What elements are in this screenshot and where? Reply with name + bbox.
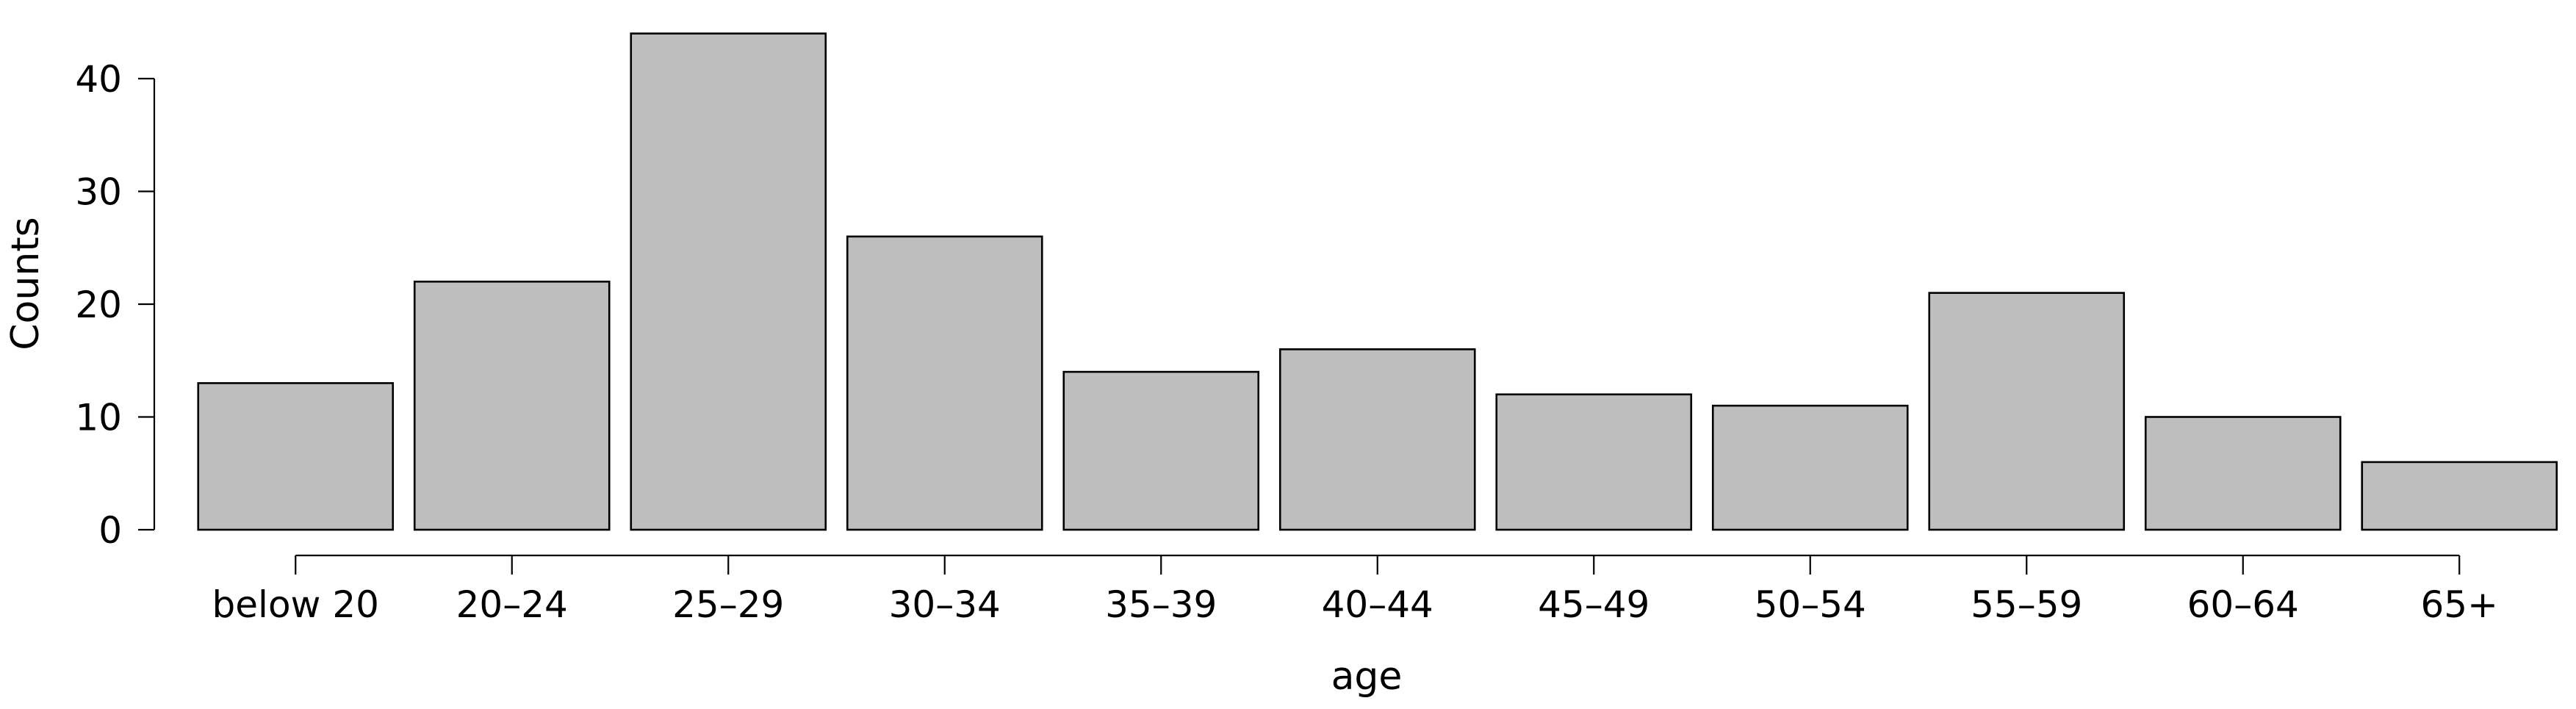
y-tick-label-0: 0 — [98, 509, 122, 552]
bar-11 — [2361, 461, 2558, 531]
x-tick-label-1: below 20 — [212, 583, 379, 626]
bar-10 — [2144, 416, 2342, 531]
y-axis-title: Counts — [4, 217, 48, 350]
x-tick-label-5: 35–39 — [1105, 583, 1217, 626]
bar-6 — [1278, 348, 1476, 531]
bar-1 — [197, 382, 395, 531]
bar-7 — [1495, 393, 1693, 531]
bar-4 — [846, 235, 1043, 531]
x-tick-label-11: 65+ — [2420, 583, 2498, 626]
x-tick-label-4: 30–34 — [889, 583, 1001, 626]
x-tick-label-7: 45–49 — [1538, 583, 1649, 626]
y-tick-label-30: 30 — [75, 171, 122, 214]
x-tick-label-2: 20–24 — [456, 583, 568, 626]
bar-9 — [1928, 292, 2126, 531]
y-tick-label-10: 10 — [75, 397, 122, 439]
x-tick-label-6: 40–44 — [1322, 583, 1433, 626]
bar-3 — [630, 32, 827, 531]
bars-group — [197, 32, 2558, 531]
bar-8 — [1711, 404, 1909, 531]
y-axis: 0 10 20 30 40 — [75, 58, 156, 552]
x-axis: below 20 20–24 25–29 30–34 35–39 40–44 45–49 50… — [212, 554, 2498, 626]
x-tick-label-8: 50–54 — [1755, 583, 1866, 626]
x-axis-title: age — [1331, 655, 1403, 699]
bar-5 — [1062, 370, 1260, 531]
x-tick-label-10: 60–64 — [2187, 583, 2299, 626]
bar-2 — [413, 280, 611, 531]
y-tick-label-40: 40 — [75, 58, 122, 101]
x-tick-label-3: 25–29 — [672, 583, 784, 626]
y-tick-label-20: 20 — [75, 284, 122, 326]
x-tick-label-9: 55–59 — [1971, 583, 2082, 626]
